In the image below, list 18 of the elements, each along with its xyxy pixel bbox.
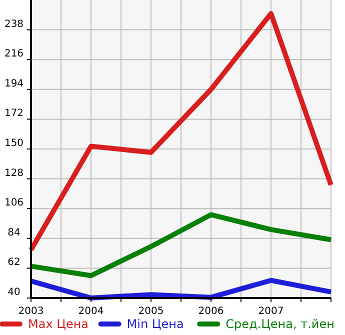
y-tick-label: 40: [8, 287, 20, 298]
y-tick-label: 216: [4, 48, 24, 60]
y-tick-label: 150: [4, 138, 24, 149]
legend-label: Min Цена: [126, 317, 184, 331]
x-tick-label: 2006: [198, 306, 224, 317]
y-tick-label: 84: [8, 227, 20, 238]
x-tick-label: 2005: [138, 306, 164, 317]
x-tick-label: 2003: [18, 306, 44, 317]
y-tick-label: 194: [4, 78, 24, 90]
y-tick-label: 172: [4, 108, 24, 120]
legend-label: Сред.Цена, т.йен: [226, 317, 334, 331]
x-tick-label: 2007: [258, 306, 284, 317]
x-tick-label: 2004: [78, 306, 104, 317]
y-tick-label: 62: [8, 257, 20, 268]
y-tick-label: 238: [4, 18, 24, 30]
y-tick-label: 106: [4, 198, 24, 209]
legend-label: Max Цена: [28, 317, 89, 331]
y-tick-label: 128: [4, 168, 24, 179]
